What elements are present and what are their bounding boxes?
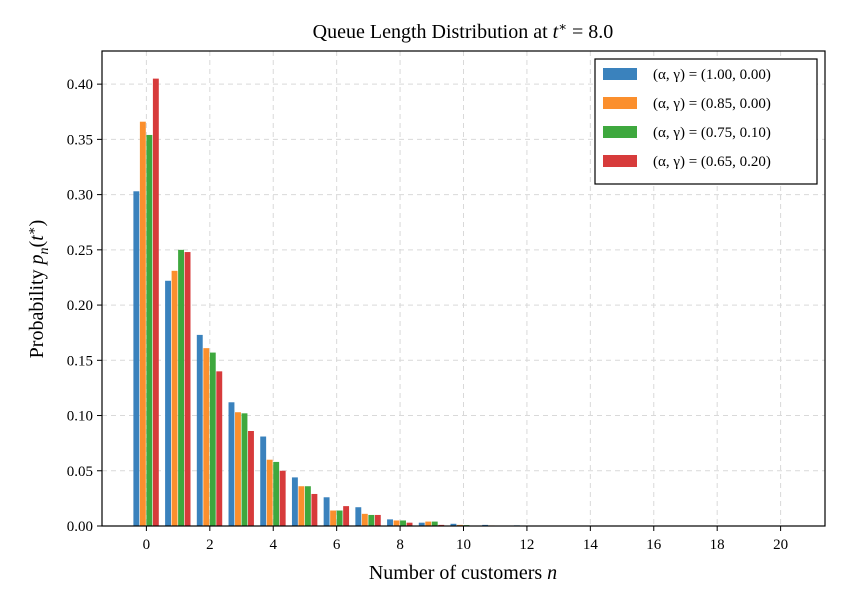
bar-3: [178, 249, 185, 526]
y-tick-label: 0.30: [67, 188, 93, 204]
bar-1: [260, 436, 267, 526]
bar-1: [355, 507, 362, 526]
bar-2: [139, 121, 146, 526]
bar-1: [450, 523, 457, 526]
bar-3: [273, 461, 280, 526]
x-tick-label: 14: [583, 537, 599, 553]
x-tick-label: 6: [333, 537, 341, 553]
legend-swatch: [603, 126, 637, 138]
bar-2: [203, 348, 210, 526]
bar-1: [196, 334, 203, 526]
bar-2: [171, 270, 178, 526]
bar-4: [248, 431, 254, 526]
bar-3: [368, 514, 375, 526]
y-tick-label: 0.20: [67, 298, 93, 314]
y-tick-label: 0.00: [67, 519, 93, 535]
bar-1: [418, 522, 425, 526]
bar-2: [330, 510, 337, 526]
legend-label: (α, γ) = (0.85, 0.00): [653, 96, 771, 112]
bar-3: [400, 520, 406, 526]
x-tick-label: 20: [773, 537, 788, 553]
bar-3: [146, 134, 153, 526]
bar-1: [387, 519, 393, 526]
y-axis-label: Probability pn(t∗): [24, 220, 52, 359]
legend: (α, γ) = (1.00, 0.00) (α, γ) = (0.85, 0.0…: [594, 58, 818, 185]
x-tick-label: 12: [519, 537, 534, 553]
x-tick-label: 0: [143, 537, 151, 553]
legend-swatch: [603, 97, 637, 109]
x-tick-label: 18: [710, 537, 725, 553]
bar-2: [425, 521, 432, 526]
bar-2: [361, 513, 368, 526]
bar-3: [431, 521, 438, 526]
bar-4: [311, 493, 318, 526]
y-tick-label: 0.35: [67, 132, 93, 148]
y-tick-label: 0.10: [67, 409, 93, 425]
legend-swatch: [603, 68, 637, 80]
bar-1: [291, 477, 298, 526]
x-axis-ticks: 0 2 4 6 8 10 12 14 16 18 20: [143, 526, 788, 553]
bar-2: [235, 412, 241, 526]
bar-3: [241, 413, 248, 526]
x-tick-label: 10: [456, 537, 471, 553]
bar-4: [152, 78, 159, 527]
y-tick-label: 0.05: [67, 464, 93, 480]
bar-1: [165, 280, 172, 526]
x-tick-label: 4: [269, 537, 277, 553]
bar-3: [209, 352, 216, 526]
bar-4: [406, 522, 413, 526]
y-tick-label: 0.40: [67, 77, 93, 93]
x-tick-label: 2: [206, 537, 214, 553]
legend-swatch: [603, 155, 637, 167]
legend-label: (α, γ) = (0.65, 0.20): [653, 154, 771, 170]
bar-3: [336, 510, 343, 526]
legend-label: (α, γ) = (1.00, 0.00): [653, 67, 771, 83]
bar-3: [304, 486, 311, 526]
x-axis-label: Number of customers n: [369, 562, 557, 584]
bar-1: [228, 402, 235, 526]
legend-label: (α, γ) = (0.75, 0.10): [653, 125, 771, 141]
bar-1: [323, 497, 330, 526]
y-tick-label: 0.25: [67, 243, 93, 259]
chart-title: Queue Length Distribution at t∗ = 8.0: [313, 19, 614, 43]
bar-4: [374, 514, 381, 526]
x-tick-label: 8: [396, 537, 404, 553]
bar-2: [393, 520, 400, 526]
y-axis-ticks: 0.00 0.05 0.10 0.15 0.20 0.25 0.30 0.35 0.40: [67, 77, 102, 535]
y-tick-label: 0.15: [67, 353, 93, 369]
bar-4: [216, 371, 223, 526]
bar-4: [343, 506, 350, 526]
bar-1: [133, 191, 140, 526]
bar-4: [184, 252, 191, 526]
bars: [133, 78, 615, 527]
bar-2: [266, 459, 273, 526]
bar-2: [298, 486, 305, 526]
bar-4: [279, 470, 286, 526]
x-tick-label: 16: [646, 537, 662, 553]
